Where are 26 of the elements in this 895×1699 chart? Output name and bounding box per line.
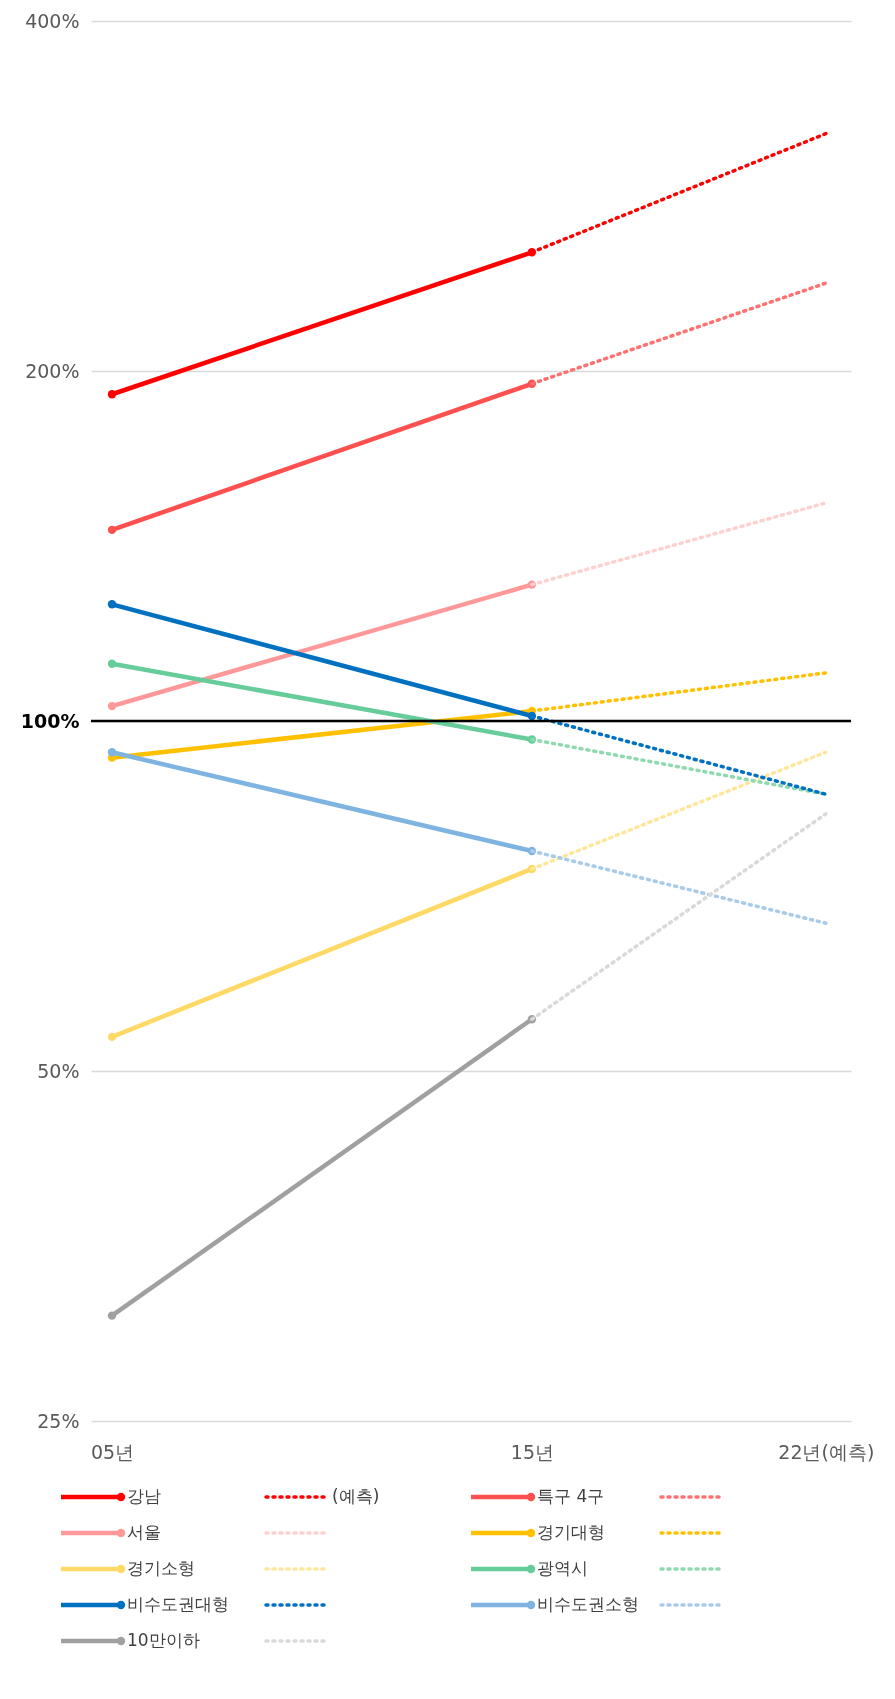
legend-label: (예측): [332, 1486, 380, 1506]
x-tick-label: 05년: [90, 1440, 135, 1463]
legend-label: 비수도권소형: [537, 1594, 639, 1614]
point: [107, 1311, 117, 1320]
point: [107, 659, 117, 668]
point: [107, 525, 117, 535]
point: [107, 701, 117, 711]
y-tick-label: 50%: [37, 1059, 80, 1082]
y-tick-label: 25%: [37, 1409, 80, 1432]
legend-label: 특구 4구: [537, 1486, 605, 1506]
legend-label: 강남: [127, 1486, 161, 1506]
point: [107, 1032, 117, 1042]
y-tick-label: 400%: [25, 9, 80, 32]
point: [107, 748, 117, 757]
point: [107, 600, 117, 609]
x-tick-label: 15년: [510, 1440, 554, 1463]
legend-label: 경기소형: [127, 1558, 195, 1578]
legend-label: 경기대형: [537, 1522, 605, 1542]
legend-label: 비수도권대형: [127, 1594, 229, 1614]
x-tick-label: 22년(예측): [778, 1440, 875, 1463]
point: [107, 390, 117, 399]
legend-label: 10만이하: [127, 1630, 200, 1650]
y-tick-label: 100%: [20, 709, 80, 732]
y-tick-label: 200%: [25, 359, 80, 382]
legend-label: 광역시: [537, 1558, 588, 1578]
legend-label: 서울: [127, 1522, 161, 1542]
